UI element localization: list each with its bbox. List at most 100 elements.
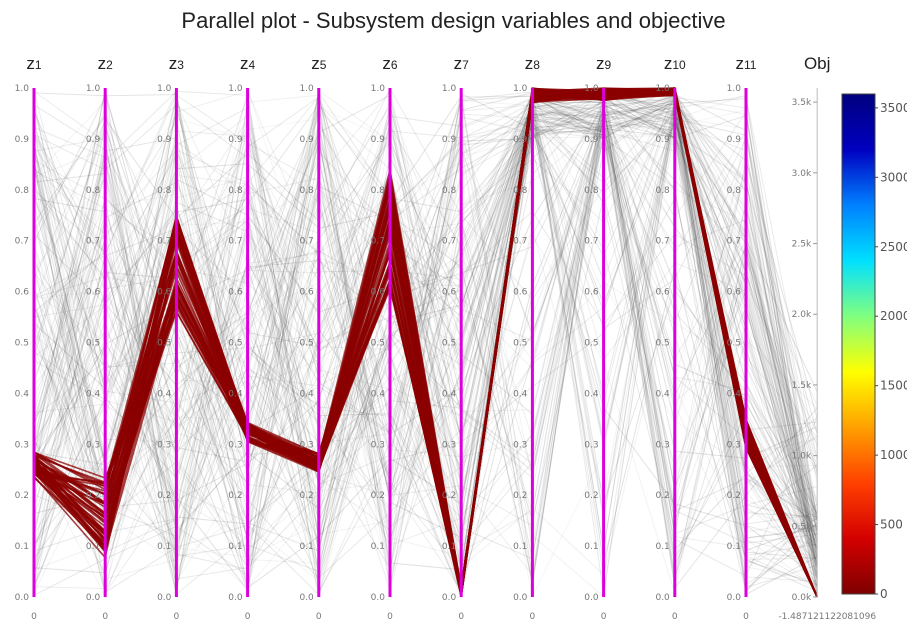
background-line (33, 95, 818, 538)
background-line (33, 101, 818, 572)
background-line (33, 93, 818, 594)
axis-tick-label: 0.6 (442, 288, 457, 298)
axis-z6[interactable]: 0.0 0.1 0.2 0.3 0.4 0.5 0.6 0.7 0.8 0.9 1.0 z6 0 (371, 54, 398, 622)
background-line (33, 118, 818, 588)
colorbar-tick-label: 500 (880, 518, 903, 532)
background-line (33, 88, 818, 400)
axis-tick-label: 0.1 (299, 542, 313, 552)
axis-tick-label: 0.8 (655, 186, 670, 196)
axis-tick-label: 0.4 (584, 389, 599, 399)
axis-tick-label: 0.5 (86, 339, 100, 349)
background-line (33, 117, 818, 561)
background-line (33, 98, 818, 576)
axis-tick-label: 0.1 (442, 542, 456, 552)
axis-z3[interactable]: 0.0 0.1 0.2 0.3 0.4 0.5 0.6 0.7 0.8 0.9 1.0 z3 0 (157, 54, 184, 622)
background-line (33, 97, 818, 539)
background-line (33, 100, 818, 586)
axis-tick-label: 0.2 (371, 491, 385, 501)
axis-tick-label: 0.0k (792, 593, 812, 603)
background-line (33, 103, 818, 597)
background-line (33, 99, 818, 590)
axis-tick-label: 2.5k (792, 240, 812, 250)
background-line (33, 88, 818, 593)
background-line (33, 98, 818, 521)
axis-tick-label: 0.8 (228, 186, 243, 196)
axis-z9[interactable]: 0.0 0.1 0.2 0.3 0.4 0.5 0.6 0.7 0.8 0.9 1.0 z9 0 (584, 54, 611, 622)
axis-z5[interactable]: 0.0 0.1 0.2 0.3 0.4 0.5 0.6 0.7 0.8 0.9 1.0 z5 0 (299, 54, 326, 622)
axis-tick-label: 0.0 (584, 593, 599, 603)
background-line (33, 115, 818, 557)
axis-tick-label: 0.8 (442, 186, 457, 196)
axis-tick-label: 0.6 (157, 288, 172, 298)
axis-name: z10 (664, 54, 686, 73)
axis-tick-label: 0.7 (86, 237, 100, 247)
colorbar-tick-label: 1500 (880, 379, 907, 393)
axis-tick-label: 0.6 (15, 288, 30, 298)
axis-z11[interactable]: 0.0 0.1 0.2 0.3 0.4 0.5 0.6 0.7 0.8 0.9 1.0 z11 0 (727, 54, 757, 622)
axis-tick-label: 0.9 (442, 135, 457, 145)
axis-name: z5 (311, 54, 327, 73)
axis-tick-label: 0.1 (655, 542, 669, 552)
axis-bottom-label: 0 (316, 612, 322, 622)
axis-tick-label: 0.9 (727, 135, 742, 145)
axis-tick-label: 1.5k (792, 381, 812, 391)
background-line (33, 134, 818, 592)
background-line (33, 97, 818, 539)
axis-tick-label: 0.2 (655, 491, 669, 501)
background-line (33, 93, 818, 547)
axis-tick-label: 0.3 (655, 440, 669, 450)
colorbar-tick-label: 3000 (880, 170, 907, 184)
axis-tick-label: 0.2 (442, 491, 456, 501)
axis-tick-label: 0.1 (228, 542, 242, 552)
axis-tick-label: 0.4 (228, 389, 243, 399)
axis-tick-label: 0.5 (371, 339, 385, 349)
axis-tick-label: 0.5 (15, 339, 29, 349)
axis-z7[interactable]: 0.0 0.1 0.2 0.3 0.4 0.5 0.6 0.7 0.8 0.9 1.0 z7 0 (442, 54, 469, 622)
axis-tick-label: 0.7 (228, 237, 242, 247)
axis-obj[interactable]: 0.0k 0.5k 1.0k 1.5k 2.0k 2.5k 3.0k 3.5k Obj -1.48… (778, 54, 876, 622)
background-line (33, 92, 818, 596)
background-line (33, 90, 818, 576)
colorbar-tick-label: 2000 (880, 309, 907, 323)
axis-tick-label: 3.5k (792, 98, 812, 108)
colorbar-tick-label: 1000 (880, 448, 907, 462)
axis-tick-label: 3.0k (792, 169, 812, 179)
axis-tick-label: 1.0 (15, 84, 30, 94)
background-line (33, 91, 818, 564)
background-line (33, 93, 818, 546)
axis-tick-label: 0.6 (513, 288, 528, 298)
axis-tick-label: 0.0 (157, 593, 172, 603)
colorbar-tick-label: 0 (880, 587, 888, 601)
axis-tick-label: 0.6 (228, 288, 243, 298)
axis-tick-label: 0.2 (727, 491, 741, 501)
colorbar: 0 500 1000 1500 2000 2500 3000 3500 (841, 93, 907, 601)
background-line (33, 90, 818, 579)
axis-z10[interactable]: 0.0 0.1 0.2 0.3 0.4 0.5 0.6 0.7 0.8 0.9 1.0 z10 0 (655, 54, 686, 622)
axis-tick-label: 1.0 (157, 84, 172, 94)
axis-bottom-label: 0 (102, 612, 108, 622)
axis-tick-label: 0.2 (228, 491, 242, 501)
axis-tick-label: 0.8 (299, 186, 314, 196)
background-line (33, 113, 818, 594)
axis-name: z2 (98, 54, 114, 73)
axis-z1[interactable]: 0.0 0.1 0.2 0.3 0.4 0.5 0.6 0.7 0.8 0.9 1.0 z1 0 (15, 54, 42, 622)
axis-tick-label: 1.0 (513, 84, 528, 94)
axis-tick-label: 0.2 (15, 491, 29, 501)
axis-tick-label: 0.7 (15, 237, 29, 247)
axis-z4[interactable]: 0.0 0.1 0.2 0.3 0.4 0.5 0.6 0.7 0.8 0.9 1.0 z4 0 (228, 54, 255, 622)
axis-tick-label: 0.6 (299, 288, 314, 298)
background-line (33, 90, 818, 536)
background-line (33, 100, 818, 580)
background-line (33, 119, 818, 575)
highlighted-lines (33, 87, 818, 598)
axis-tick-label: 0.2 (157, 491, 171, 501)
background-line (33, 87, 818, 568)
axis-tick-label: 0.4 (442, 389, 457, 399)
axis-z8[interactable]: 0.0 0.1 0.2 0.3 0.4 0.5 0.6 0.7 0.8 0.9 1.0 z8 0 (513, 54, 540, 622)
axis-tick-label: 0.2 (299, 491, 313, 501)
background-line (33, 93, 818, 556)
axis-z2[interactable]: 0.0 0.1 0.2 0.3 0.4 0.5 0.6 0.7 0.8 0.9 1.0 z2 0 (86, 54, 113, 622)
background-line (33, 103, 818, 569)
background-line (33, 90, 818, 571)
